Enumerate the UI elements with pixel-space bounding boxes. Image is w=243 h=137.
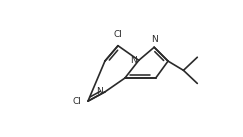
Text: Cl: Cl [113,30,122,39]
Text: N: N [151,35,157,44]
Text: Cl: Cl [72,97,81,106]
Text: N: N [97,87,103,96]
Text: N: N [130,56,137,65]
